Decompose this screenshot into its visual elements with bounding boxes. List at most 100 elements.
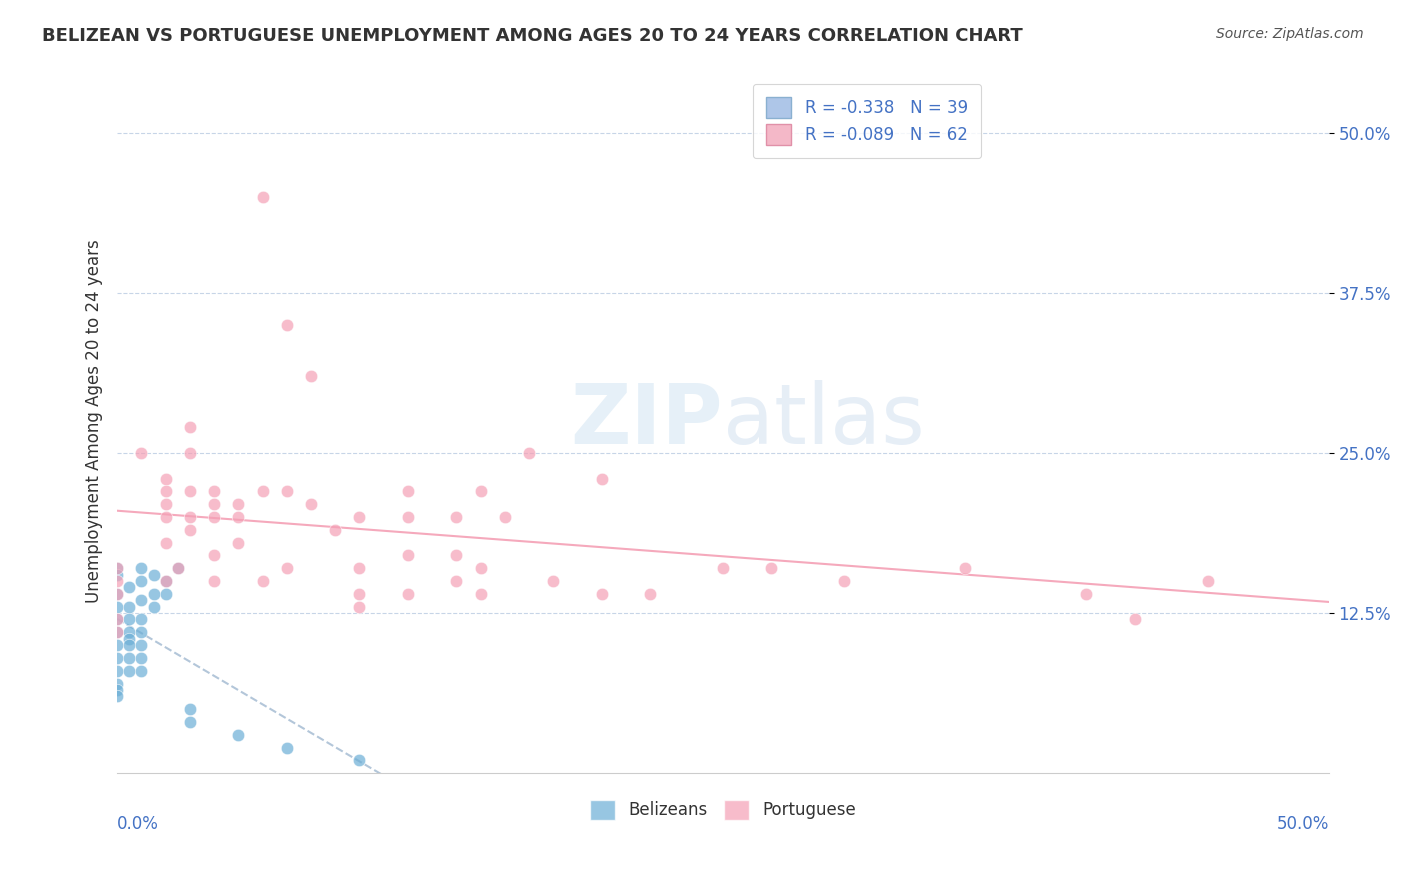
Point	[591, 471, 613, 485]
Point	[179, 510, 201, 524]
Point	[105, 561, 128, 575]
Point	[131, 612, 153, 626]
Text: BELIZEAN VS PORTUGUESE UNEMPLOYMENT AMONG AGES 20 TO 24 YEARS CORRELATION CHART: BELIZEAN VS PORTUGUESE UNEMPLOYMENT AMON…	[42, 27, 1024, 45]
Point	[155, 535, 177, 549]
Point	[131, 561, 153, 575]
Point	[105, 599, 128, 614]
Point	[276, 484, 298, 499]
Legend: Belizeans, Portuguese: Belizeans, Portuguese	[582, 791, 865, 829]
Point	[105, 690, 128, 704]
Point	[105, 561, 128, 575]
Point	[155, 497, 177, 511]
Point	[299, 497, 322, 511]
Point	[228, 728, 250, 742]
Point	[179, 714, 201, 729]
Text: 0.0%: 0.0%	[117, 815, 159, 833]
Point	[396, 484, 419, 499]
Point	[105, 587, 128, 601]
Point	[166, 561, 188, 575]
Point	[1197, 574, 1219, 588]
Point	[105, 567, 128, 582]
Point	[118, 625, 141, 640]
Point	[118, 581, 141, 595]
Point	[105, 682, 128, 697]
Point	[276, 561, 298, 575]
Point	[349, 587, 371, 601]
Point	[591, 587, 613, 601]
Point	[543, 574, 565, 588]
Point	[105, 587, 128, 601]
Point	[349, 561, 371, 575]
Point	[118, 612, 141, 626]
Point	[323, 523, 346, 537]
Point	[166, 561, 188, 575]
Point	[155, 510, 177, 524]
Point	[155, 574, 177, 588]
Point	[118, 638, 141, 652]
Y-axis label: Unemployment Among Ages 20 to 24 years: Unemployment Among Ages 20 to 24 years	[86, 239, 103, 603]
Point	[228, 497, 250, 511]
Point	[202, 510, 225, 524]
Point	[349, 510, 371, 524]
Point	[470, 561, 492, 575]
Point	[1076, 587, 1098, 601]
Point	[155, 484, 177, 499]
Point	[105, 638, 128, 652]
Text: ZIP: ZIP	[571, 380, 723, 461]
Point	[105, 574, 128, 588]
Point	[131, 651, 153, 665]
Point	[832, 574, 855, 588]
Point	[276, 318, 298, 332]
Point	[105, 612, 128, 626]
Point	[105, 625, 128, 640]
Point	[470, 484, 492, 499]
Point	[155, 574, 177, 588]
Point	[105, 612, 128, 626]
Point	[396, 587, 419, 601]
Point	[131, 625, 153, 640]
Text: Source: ZipAtlas.com: Source: ZipAtlas.com	[1216, 27, 1364, 41]
Point	[202, 574, 225, 588]
Point	[953, 561, 976, 575]
Point	[131, 574, 153, 588]
Point	[202, 484, 225, 499]
Point	[638, 587, 661, 601]
Point	[179, 702, 201, 716]
Point	[252, 189, 274, 203]
Point	[179, 446, 201, 460]
Point	[105, 676, 128, 690]
Point	[202, 549, 225, 563]
Point	[711, 561, 734, 575]
Point	[494, 510, 516, 524]
Point	[252, 484, 274, 499]
Point	[179, 523, 201, 537]
Point	[446, 510, 468, 524]
Point	[299, 369, 322, 384]
Point	[118, 651, 141, 665]
Point	[761, 561, 783, 575]
Point	[1123, 612, 1146, 626]
Point	[142, 587, 165, 601]
Point	[517, 446, 540, 460]
Point	[252, 574, 274, 588]
Point	[155, 471, 177, 485]
Point	[179, 484, 201, 499]
Point	[470, 587, 492, 601]
Point	[179, 420, 201, 434]
Point	[276, 740, 298, 755]
Point	[446, 549, 468, 563]
Point	[446, 574, 468, 588]
Point	[349, 753, 371, 767]
Point	[228, 535, 250, 549]
Point	[349, 599, 371, 614]
Point	[131, 664, 153, 678]
Point	[228, 510, 250, 524]
Point	[118, 664, 141, 678]
Point	[105, 664, 128, 678]
Point	[142, 599, 165, 614]
Point	[118, 599, 141, 614]
Point	[155, 587, 177, 601]
Point	[131, 593, 153, 607]
Point	[105, 651, 128, 665]
Point	[105, 625, 128, 640]
